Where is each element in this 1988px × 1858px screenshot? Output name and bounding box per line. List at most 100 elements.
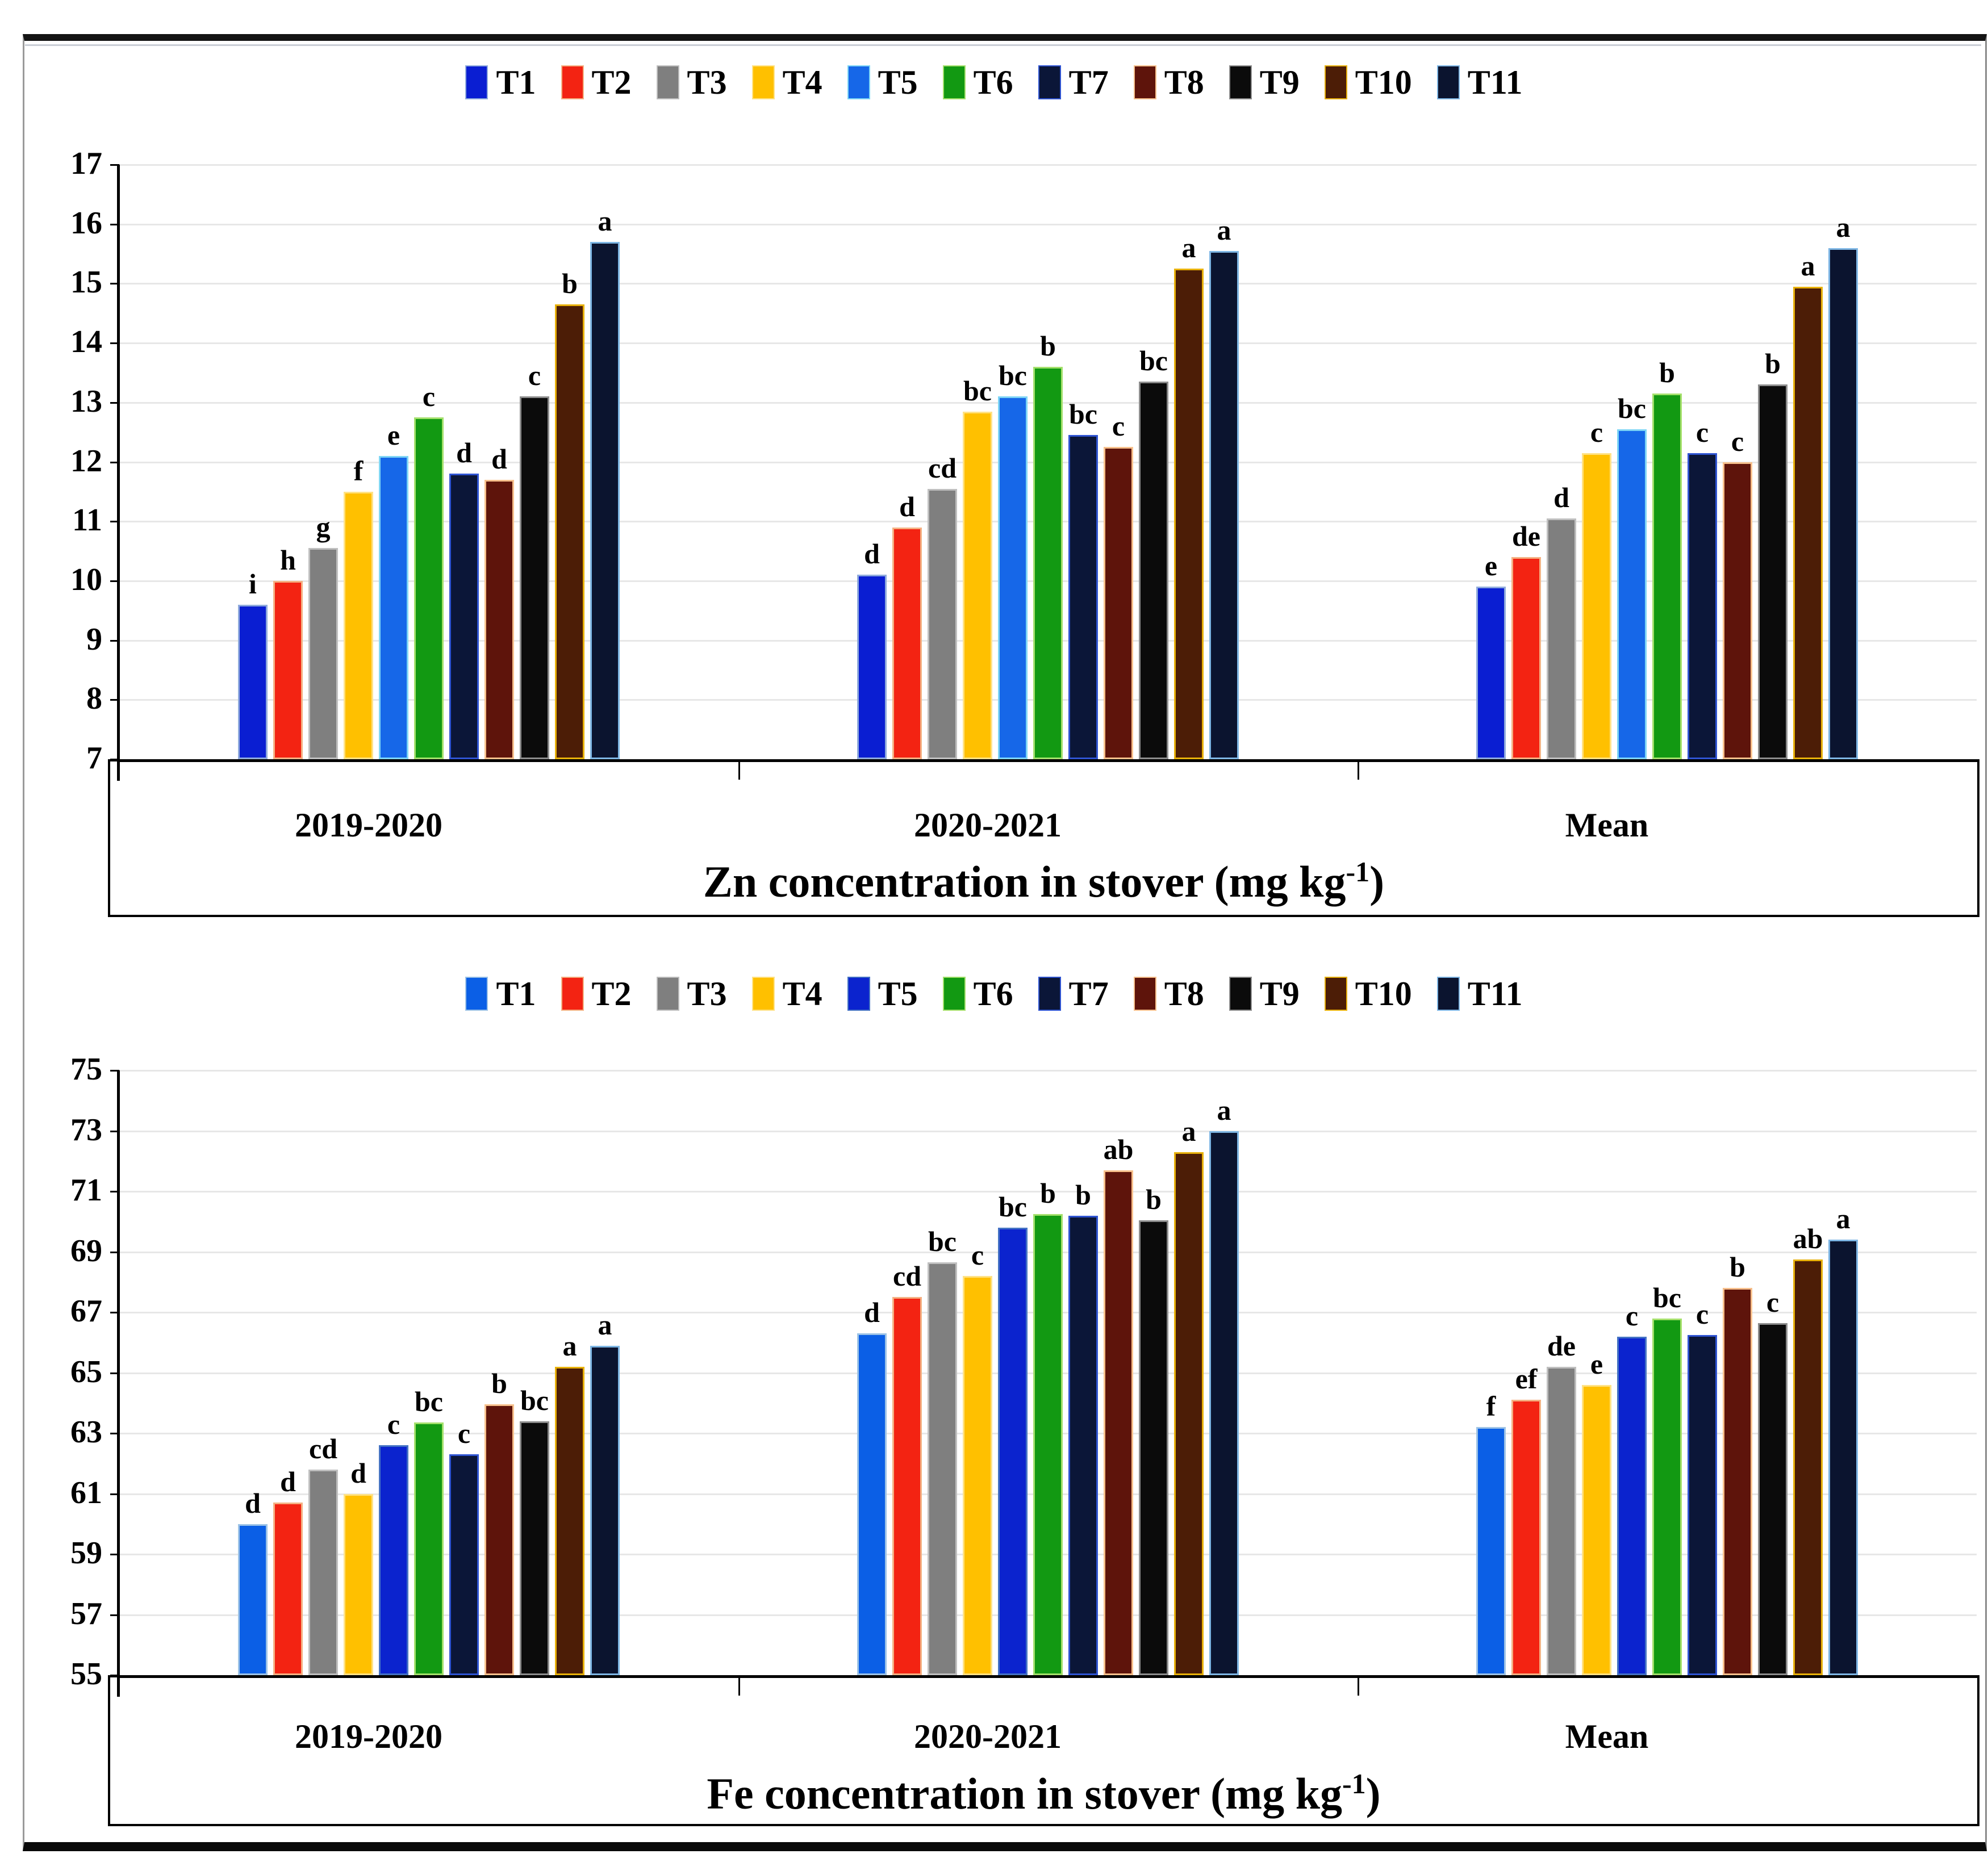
bar xyxy=(308,548,338,759)
bar xyxy=(1793,286,1823,759)
gridline xyxy=(119,342,1977,345)
bar xyxy=(998,396,1028,759)
bar xyxy=(1511,557,1541,759)
legend-label: T9 xyxy=(1259,974,1300,1012)
zn-axis-band: 2019-2020 2020-2021 Mean Zn concentratio… xyxy=(108,759,1979,917)
y-axis-tick-label: 57 xyxy=(70,1596,102,1631)
y-axis-tick xyxy=(110,1372,119,1374)
legend-swatch-icon xyxy=(942,65,966,99)
bar xyxy=(1688,1334,1717,1675)
bar xyxy=(1476,1427,1506,1675)
bar xyxy=(485,479,514,759)
legend-label: T4 xyxy=(782,974,822,1012)
bar-significance-letter: e xyxy=(1484,550,1498,582)
bar-significance-letter: e xyxy=(387,419,400,451)
bar xyxy=(928,1262,957,1675)
gridline xyxy=(119,223,1977,225)
bar xyxy=(1033,366,1063,759)
bar xyxy=(344,1493,373,1675)
y-axis-tick-label: 13 xyxy=(70,383,102,419)
y-axis-tick xyxy=(110,699,119,701)
y-axis-tick xyxy=(110,1312,119,1313)
legend-swatch-icon xyxy=(1436,65,1460,99)
bar xyxy=(1582,1384,1611,1675)
bar-significance-letter: a xyxy=(1836,211,1851,243)
legend-label: T11 xyxy=(1467,63,1523,101)
bar xyxy=(379,456,408,759)
legend-swatch-icon xyxy=(1436,977,1460,1011)
bar xyxy=(1688,453,1717,759)
legend-item: T10 xyxy=(1324,63,1412,102)
bar xyxy=(238,604,268,759)
legend-swatch-icon xyxy=(1133,977,1156,1011)
legend-label: T1 xyxy=(496,63,536,101)
bar xyxy=(1511,1400,1541,1675)
legend-item: T5 xyxy=(847,974,918,1014)
bar xyxy=(963,411,992,759)
bar xyxy=(1758,384,1787,759)
legend-label: T2 xyxy=(591,974,632,1012)
y-axis-tick-label: 75 xyxy=(70,1052,102,1087)
bar xyxy=(892,527,922,759)
legend-item: T9 xyxy=(1229,974,1300,1014)
bar-significance-letter: d xyxy=(1553,481,1569,513)
legend-label: T2 xyxy=(591,63,632,101)
legend-item: T11 xyxy=(1436,63,1523,102)
bar-significance-letter: f xyxy=(1486,1390,1496,1422)
category-label: 2019-2020 xyxy=(295,806,442,844)
y-axis-tick-label: 14 xyxy=(70,324,102,360)
legend-swatch-icon xyxy=(1038,977,1061,1011)
y-axis-tick xyxy=(110,1191,119,1192)
bar-significance-letter: de xyxy=(1547,1329,1576,1362)
bar xyxy=(590,1345,620,1675)
bar xyxy=(344,491,373,759)
bar-significance-letter: a xyxy=(1181,1115,1196,1147)
bar xyxy=(1209,250,1239,759)
y-axis-tick xyxy=(110,401,119,404)
bar xyxy=(1652,394,1682,759)
category-label: Mean xyxy=(1565,806,1649,844)
bar xyxy=(928,488,957,759)
y-axis-tick-label: 11 xyxy=(72,503,102,538)
bar xyxy=(1068,435,1098,759)
bar-significance-letter: c xyxy=(528,359,541,392)
legend-label: T10 xyxy=(1355,974,1412,1012)
legend-item: T6 xyxy=(942,974,1013,1014)
bar-significance-letter: bc xyxy=(520,1384,549,1416)
legend-swatch-icon xyxy=(465,977,488,1011)
y-axis-tick xyxy=(110,1493,119,1495)
bar xyxy=(414,1422,444,1675)
zn-legend: T1 T2 T3 T4 T5 T6 T7 T8 T9 T10 T11 xyxy=(0,54,1988,111)
legend-label: T6 xyxy=(973,974,1013,1012)
y-axis-tick-label: 61 xyxy=(70,1475,102,1510)
bar-significance-letter: a xyxy=(1181,232,1196,264)
y-axis-tick-label: 12 xyxy=(70,443,102,479)
bar xyxy=(1104,447,1133,759)
y-axis-tick-label: 9 xyxy=(86,621,102,657)
legend-label: T3 xyxy=(687,63,727,101)
y-axis-tick xyxy=(110,1251,119,1253)
y-axis-tick-label: 69 xyxy=(70,1233,102,1269)
category-separator-tick xyxy=(738,759,740,780)
bar-significance-letter: d xyxy=(350,1457,366,1489)
bar-significance-letter: b xyxy=(562,267,578,300)
bar-significance-letter: c xyxy=(1590,416,1603,448)
bar-significance-letter: b xyxy=(1146,1183,1162,1215)
bar xyxy=(892,1297,922,1675)
bar-significance-letter: d xyxy=(245,1487,261,1519)
legend-swatch-icon xyxy=(656,977,679,1011)
legend-label: T9 xyxy=(1259,63,1300,101)
legend-item: T5 xyxy=(847,63,918,102)
y-axis-tick xyxy=(110,342,119,345)
bar-significance-letter: e xyxy=(1590,1348,1603,1380)
bar xyxy=(1068,1215,1098,1675)
bar-significance-letter: ab xyxy=(1793,1222,1823,1254)
legend-swatch-icon xyxy=(1324,977,1347,1011)
bar xyxy=(1174,269,1204,759)
legend-item: T4 xyxy=(751,974,822,1014)
bar-significance-letter: cd xyxy=(928,451,957,484)
bar-significance-letter: bc xyxy=(999,359,1027,392)
bar xyxy=(273,580,303,759)
bar-significance-letter: b xyxy=(1040,329,1056,362)
bar-significance-letter: c xyxy=(387,1408,400,1441)
